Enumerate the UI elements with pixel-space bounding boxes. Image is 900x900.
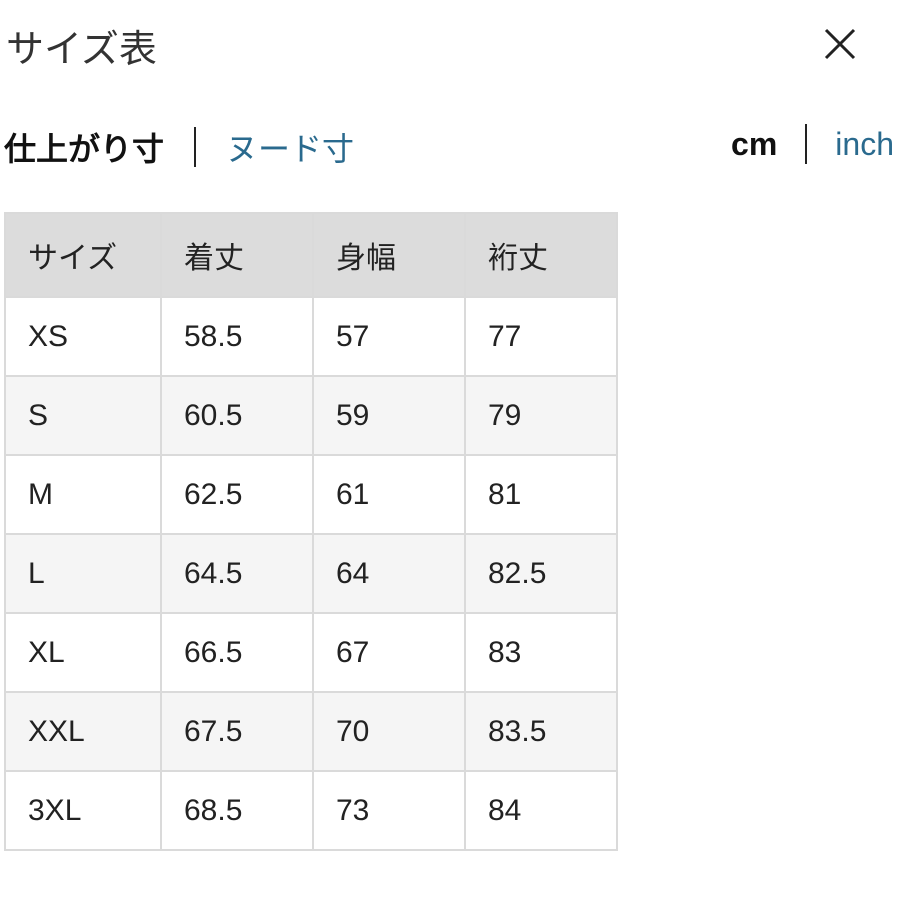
size-cell: S bbox=[4, 375, 162, 456]
table-row: S 60.5 59 79 bbox=[4, 375, 618, 456]
table-row: XXL 67.5 70 83.5 bbox=[4, 691, 618, 772]
measurement-type-tabs: 仕上がり寸 ヌード寸 bbox=[4, 124, 354, 170]
divider bbox=[805, 124, 808, 164]
measurement-cell: 59 bbox=[312, 375, 466, 456]
measurement-cell: 66.5 bbox=[160, 612, 314, 693]
table-row: 3XL 68.5 73 84 bbox=[4, 770, 618, 851]
table-row: M 62.5 61 81 bbox=[4, 454, 618, 535]
size-cell: L bbox=[4, 533, 162, 614]
measurement-cell: 60.5 bbox=[160, 375, 314, 456]
measurement-cell: 73 bbox=[312, 770, 466, 851]
size-cell: 3XL bbox=[4, 770, 162, 851]
close-icon bbox=[824, 28, 856, 60]
table-row: L 64.5 64 82.5 bbox=[4, 533, 618, 614]
measurement-cell: 83 bbox=[464, 612, 618, 693]
size-table: サイズ 着丈 身幅 裄丈 XS 58.5 57 77 S 60.5 59 79 M 62.5 61 8… bbox=[4, 212, 618, 851]
measurement-cell: 83.5 bbox=[464, 691, 618, 772]
table-header-row: サイズ 着丈 身幅 裄丈 bbox=[4, 212, 618, 298]
unit-inch[interactable]: inch bbox=[835, 125, 894, 162]
size-cell: M bbox=[4, 454, 162, 535]
measurement-cell: 82.5 bbox=[464, 533, 618, 614]
page-title: サイズ表 bbox=[6, 27, 157, 71]
measurement-cell: 84 bbox=[464, 770, 618, 851]
column-header: 裄丈 bbox=[464, 212, 618, 298]
measurement-cell: 67 bbox=[312, 612, 466, 693]
table-row: XS 58.5 57 77 bbox=[4, 296, 618, 377]
column-header: 着丈 bbox=[160, 212, 314, 298]
measurement-cell: 57 bbox=[312, 296, 466, 377]
measurement-cell: 81 bbox=[464, 454, 618, 535]
measurement-cell: 67.5 bbox=[160, 691, 314, 772]
divider bbox=[194, 127, 197, 167]
measurement-cell: 64 bbox=[312, 533, 466, 614]
measurement-cell: 58.5 bbox=[160, 296, 314, 377]
measurement-cell: 61 bbox=[312, 454, 466, 535]
measurement-cell: 68.5 bbox=[160, 770, 314, 851]
size-cell: XS bbox=[4, 296, 162, 377]
measurement-cell: 79 bbox=[464, 375, 618, 456]
close-button[interactable] bbox=[818, 22, 862, 66]
tab-body-size[interactable]: ヌード寸 bbox=[226, 130, 355, 168]
tab-finished-size[interactable]: 仕上がり寸 bbox=[4, 130, 165, 168]
table-row: XL 66.5 67 83 bbox=[4, 612, 618, 693]
column-header: 身幅 bbox=[312, 212, 466, 298]
measurement-cell: 62.5 bbox=[160, 454, 314, 535]
measurement-cell: 77 bbox=[464, 296, 618, 377]
size-cell: XXL bbox=[4, 691, 162, 772]
size-cell: XL bbox=[4, 612, 162, 693]
measurement-cell: 64.5 bbox=[160, 533, 314, 614]
unit-cm[interactable]: cm bbox=[731, 125, 778, 162]
unit-tabs: cm inch bbox=[731, 124, 894, 164]
column-header: サイズ bbox=[4, 212, 162, 298]
measurement-cell: 70 bbox=[312, 691, 466, 772]
